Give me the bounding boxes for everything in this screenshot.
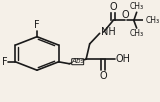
Text: O: O (109, 2, 117, 12)
Text: CH₃: CH₃ (130, 29, 144, 38)
Text: F: F (34, 20, 40, 30)
Text: O: O (121, 10, 129, 20)
Text: NH: NH (101, 27, 116, 37)
Text: CH₃: CH₃ (130, 2, 144, 11)
Text: OH: OH (115, 54, 130, 64)
Text: Abs: Abs (71, 58, 84, 64)
Text: CH₃: CH₃ (145, 16, 160, 25)
Text: F: F (2, 57, 8, 67)
FancyBboxPatch shape (72, 59, 84, 65)
Text: O: O (99, 71, 107, 81)
